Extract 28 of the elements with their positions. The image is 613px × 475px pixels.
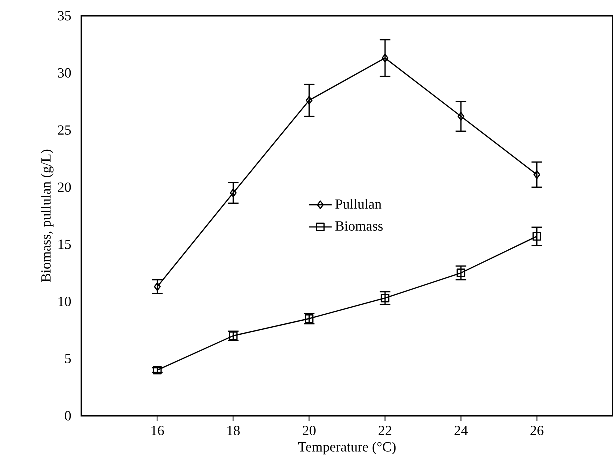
x-tick-label: 24	[454, 426, 468, 436]
y-tick-label: 15	[58, 240, 72, 250]
y-tick-label: 20	[58, 182, 72, 192]
x-tick-label: 20	[302, 426, 316, 436]
legend-label: Pullulan	[336, 199, 382, 210]
point	[306, 96, 313, 105]
point	[380, 294, 390, 303]
point	[534, 170, 540, 180]
point	[456, 268, 466, 278]
point	[532, 232, 542, 241]
y-tick-label: 0	[65, 411, 72, 421]
legend-label: Biomass	[336, 222, 383, 231]
point	[154, 282, 161, 292]
x-tick-label: 26	[530, 426, 544, 436]
point	[230, 188, 237, 198]
y-axis-title: Biomass, pullulan (g/L)	[41, 150, 54, 282]
y-tick-label: 35	[58, 11, 72, 21]
y-tick-label: 25	[58, 126, 72, 135]
point	[458, 112, 465, 121]
point	[382, 54, 389, 63]
x-axis-title: Temperature (°C)	[298, 442, 396, 455]
y-tick-label: 5	[65, 354, 72, 364]
x-tick-label: 22	[378, 426, 392, 436]
x-tick-label: 18	[228, 426, 240, 436]
x-tick-label: 16	[152, 426, 164, 436]
y-tick-label: 10	[58, 296, 72, 306]
y-tick-label: 30	[58, 68, 72, 78]
point	[153, 366, 162, 375]
